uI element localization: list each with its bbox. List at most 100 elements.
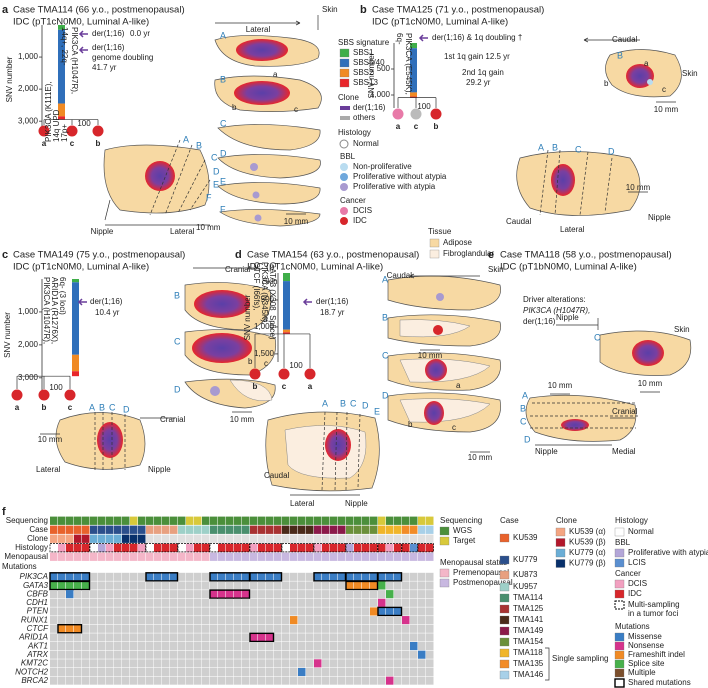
mutation-cell [98, 667, 106, 677]
leaf [278, 368, 290, 380]
mutation-cell [90, 659, 98, 668]
annotation-cell [346, 525, 354, 534]
annotation-cell [74, 516, 82, 525]
mutation-cell [354, 572, 362, 581]
mutation-cell [50, 624, 58, 633]
mutation-cell [58, 616, 66, 625]
mutation-cell [210, 650, 218, 659]
annotation-cell [162, 516, 170, 525]
mutation-cell [50, 598, 58, 607]
mutation-cell [298, 616, 306, 625]
mutation-cell [362, 572, 370, 581]
legend-case: TMA141 [513, 615, 544, 624]
annotation-cell [290, 516, 298, 525]
mutation-cell [82, 633, 90, 642]
shared-mutation-box [249, 632, 275, 643]
mutation-cell [82, 624, 90, 633]
mutation-cell [426, 650, 434, 659]
mutation-cell [234, 676, 242, 685]
mutation-cell [74, 659, 82, 668]
annotation-cell [418, 552, 426, 561]
annotation-cell [162, 543, 170, 552]
mutation-cell [338, 633, 346, 642]
mutation-cell [282, 572, 290, 581]
legend-clone-swatch [555, 538, 566, 547]
mutation-cell [162, 598, 170, 607]
mutation-cell [394, 676, 402, 685]
tree-annotation: 41.7 yr [92, 63, 117, 72]
mutation-cell [130, 650, 138, 659]
leaf [64, 389, 76, 401]
mutation-cell [378, 607, 386, 616]
leaf-label: a [308, 382, 313, 391]
mutation-cell [114, 659, 122, 668]
mutation-cell [210, 572, 218, 581]
mutation-cell [418, 572, 426, 581]
mutation-cell [210, 590, 218, 599]
annotation-cell [154, 525, 162, 534]
mutation-cell [362, 624, 370, 633]
annotation-cell [74, 534, 82, 543]
tissue-label: a [273, 70, 278, 79]
y-tick-label: 2,000 [18, 340, 39, 349]
legend-case-swatch [499, 670, 510, 680]
annotation-cell [282, 552, 290, 561]
mutation-cell [106, 624, 114, 633]
annotation-cell [290, 534, 298, 543]
mutation-cell [178, 650, 186, 659]
annotation-cell [338, 525, 346, 534]
mutation-cell [130, 667, 138, 677]
mutation-cell [218, 676, 226, 685]
driver-text: PIK3CA (H1047R), [523, 306, 590, 315]
mutation-cell [362, 598, 370, 607]
mutation-cell [194, 633, 202, 642]
trunk-segment [58, 103, 65, 117]
annotation-cell [210, 516, 218, 525]
legend-sbs: SBS13 [353, 78, 378, 87]
panel-letter: c [2, 249, 8, 261]
mutation-cell [210, 667, 218, 677]
mutation-cell [226, 607, 234, 616]
mutation-cell [330, 633, 338, 642]
annotation-cell [394, 552, 402, 561]
mutation-cell [194, 581, 202, 590]
mutation-cell [178, 624, 186, 633]
mutation-cell [186, 616, 194, 625]
mutation-cell [274, 676, 282, 685]
mutation-cell [330, 624, 338, 633]
legend-sbs: SBS2 [353, 68, 374, 77]
legend-subtitle: Cancer [340, 196, 366, 205]
annotation-cell [98, 552, 106, 561]
gene-label: GATA3 [23, 581, 49, 590]
annotation-cell [218, 552, 226, 561]
mutation-cell [282, 659, 290, 668]
annotation-cell [330, 552, 338, 561]
mutation-cell [330, 590, 338, 599]
mutation-cell [338, 667, 346, 677]
legend-title: Case [500, 516, 519, 525]
mutation-cell [258, 659, 266, 668]
y-axis-label: SNV number [5, 56, 14, 102]
legend-histology: DCIS [628, 579, 647, 588]
mutation-cell [106, 676, 114, 685]
mutation-cell [250, 659, 258, 668]
gene-label: CTCF [27, 624, 49, 633]
mutation-cell [234, 572, 242, 581]
mutation-cell [266, 572, 274, 581]
mutation-cell [154, 650, 162, 659]
legend-clone: KU539 (α) [569, 527, 606, 536]
mutation-cell [242, 572, 250, 581]
mutation-cell [402, 650, 410, 659]
annotation-cell [402, 516, 410, 525]
legend-title: Histology [338, 128, 371, 137]
mutation-cell [362, 616, 370, 625]
mutation-cell [426, 659, 434, 668]
mutation-cell [178, 659, 186, 668]
mutation-cell [258, 650, 266, 659]
annotation-cell [386, 525, 394, 534]
mutation-cell [242, 598, 250, 607]
mutation-cell [346, 633, 354, 642]
annotation-cell [194, 543, 202, 552]
mutation-cell [322, 590, 330, 599]
tissue-label: D [123, 404, 130, 414]
